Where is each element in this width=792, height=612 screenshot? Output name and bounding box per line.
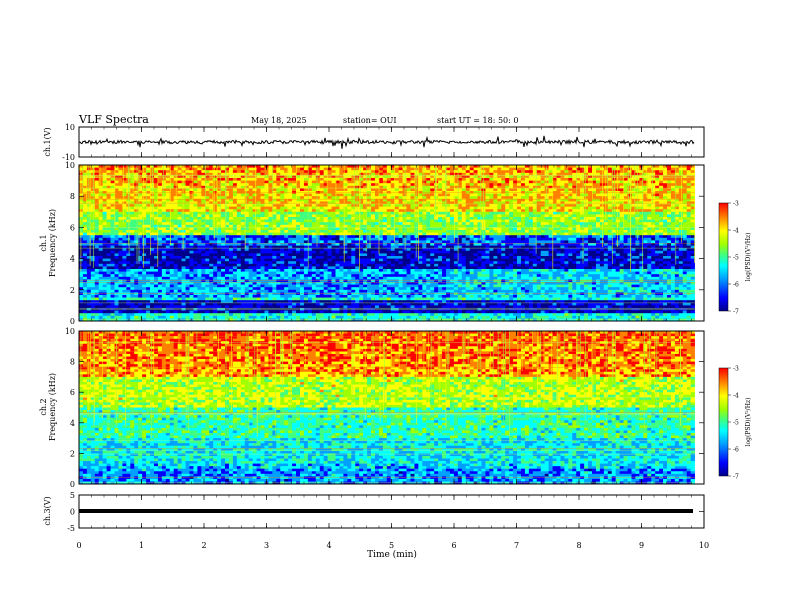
ch2-spectrogram	[79, 331, 695, 485]
ch3-waveform-ytick-0: 0	[70, 508, 75, 517]
ch2-colorbar	[718, 367, 729, 477]
x-tick-label-2: 2	[201, 541, 206, 550]
ch3-waveform-ytick-5: 5	[70, 491, 75, 500]
station-label: station= OUI	[343, 116, 397, 125]
x-tick-label-4: 4	[326, 541, 331, 550]
x-tick-label-10: 10	[699, 541, 709, 550]
ch3-waveform-ytick--5: -5	[67, 524, 75, 533]
ch2-spectrogram-ytick-8: 8	[70, 358, 75, 367]
ch1-spectrogram-ytick-2: 2	[70, 286, 75, 295]
ch1-spectrogram-ylabel-2: Frequency (kHz)	[48, 209, 57, 277]
ch2-spectrogram-ylabel-2: Frequency (kHz)	[48, 373, 57, 441]
ch1-colorbar-tick--6: -6	[733, 282, 739, 289]
ch1-spectrogram-ytick-4: 4	[70, 255, 75, 264]
x-tick-label-6: 6	[451, 541, 456, 550]
ch1-spectrogram-ytick-10: 10	[65, 161, 75, 170]
x-tick-label-3: 3	[264, 541, 269, 550]
ch1-colorbar-tick--4: -4	[733, 228, 739, 235]
ch1-spectrogram-ytick-0: 0	[70, 317, 75, 326]
x-tick-label-5: 5	[389, 541, 394, 550]
ch2-spectrogram-ytick-4: 4	[70, 419, 75, 428]
ch1-colorbar-label: log(PSD)(V²/Hz)	[745, 233, 752, 282]
date-label: May 18, 2025	[251, 116, 307, 125]
x-tick-label-0: 0	[76, 541, 81, 550]
ch2-colorbar-tick--7: -7	[733, 474, 739, 481]
ch2-spectrogram-ytick-0: 0	[70, 480, 75, 489]
ch1-colorbar-tick--5: -5	[733, 255, 739, 262]
start-time-label: start UT = 18: 50: 0	[437, 116, 519, 125]
x-tick-label-9: 9	[639, 541, 644, 550]
x-axis-label: Time (min)	[367, 549, 417, 560]
chart-title: VLF Spectra	[79, 113, 149, 126]
ch1-spectrogram-ytick-6: 6	[70, 223, 75, 232]
ch1-waveform-ylabel: ch.1(V)	[43, 127, 52, 156]
ch1-colorbar-tick--3: -3	[733, 201, 739, 208]
ch2-spectrogram-ytick-2: 2	[70, 449, 75, 458]
ch1-spectrogram	[79, 165, 695, 322]
ch1-colorbar	[718, 202, 729, 312]
ch2-spectrogram-ytick-6: 6	[70, 388, 75, 397]
ch3-waveform-ylabel: ch.3(V)	[43, 496, 52, 525]
x-tick-label-7: 7	[514, 541, 519, 550]
ch1-spectrogram-ylabel-1: ch.1	[39, 234, 48, 251]
ch2-spectrogram-ylabel-1: ch.2	[39, 398, 48, 415]
ch1-waveform-ytick-10: 10	[65, 123, 75, 132]
ch1-spectrogram-ytick-8: 8	[70, 192, 75, 201]
ch2-colorbar-tick--5: -5	[733, 420, 739, 427]
ch3-waveform-trace	[79, 509, 693, 513]
ch2-colorbar-label: log(PSD)(V²/Hz)	[745, 398, 752, 447]
ch2-colorbar-tick--6: -6	[733, 447, 739, 454]
ch2-colorbar-tick--3: -3	[733, 366, 739, 373]
ch1-colorbar-tick--7: -7	[733, 309, 739, 316]
ch1-waveform-trace	[78, 135, 695, 149]
ch1-waveform-ytick--10: -10	[62, 153, 75, 162]
x-tick-label-1: 1	[139, 541, 144, 550]
x-tick-label-8: 8	[576, 541, 581, 550]
ch2-spectrogram-ytick-10: 10	[65, 327, 75, 336]
ch2-colorbar-tick--4: -4	[733, 393, 739, 400]
